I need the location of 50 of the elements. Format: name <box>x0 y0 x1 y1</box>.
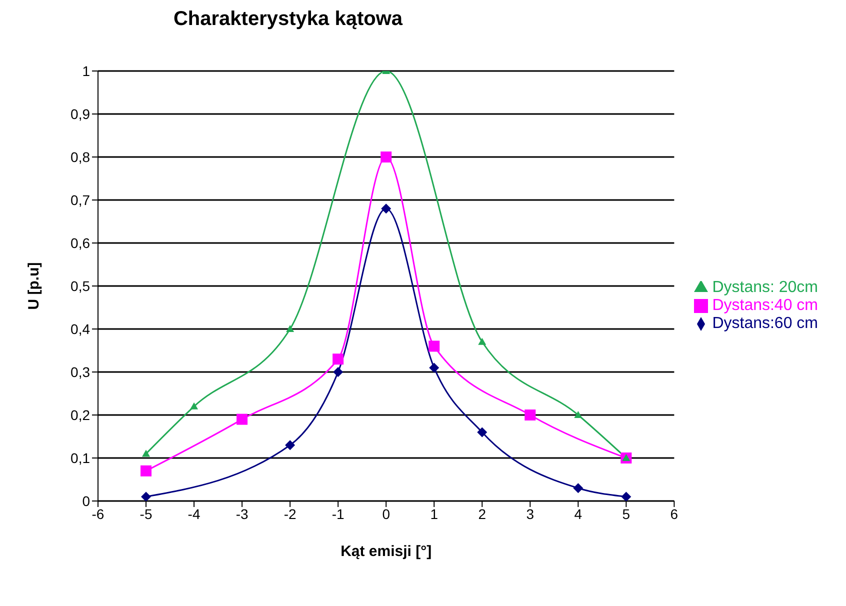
point <box>380 152 392 162</box>
point <box>621 492 632 501</box>
y-tick-label: 0,5 <box>70 278 90 294</box>
y-tick-label: 0 <box>82 492 90 509</box>
point <box>429 362 440 373</box>
legend-label: Dystans:40 cm <box>712 297 818 314</box>
y-tick-label: 0,3 <box>70 364 90 380</box>
point <box>332 354 344 365</box>
y-tick-label: 1 <box>82 62 90 79</box>
x-tick-label: -4 <box>188 506 200 522</box>
point <box>285 440 296 450</box>
y-tick-label: 0,2 <box>70 406 90 423</box>
y-tick-label: 0,7 <box>70 192 90 208</box>
legend-label: Dystans: 20cm <box>712 279 818 296</box>
x-tick-label: 5 <box>622 506 630 522</box>
x-tick-label: -6 <box>92 506 104 522</box>
point <box>478 338 486 345</box>
point <box>286 325 294 332</box>
x-tick-label: 2 <box>478 506 486 522</box>
x-tick-label: -2 <box>284 506 296 522</box>
y-tick-label: 0,4 <box>70 320 90 337</box>
point <box>573 483 584 494</box>
x-tick-label: -3 <box>236 506 248 522</box>
x-tick-label: 6 <box>670 506 678 522</box>
x-tick-label: 4 <box>574 506 582 522</box>
point <box>622 454 630 461</box>
y-tick-label: 0,8 <box>70 148 90 165</box>
point <box>141 492 152 501</box>
point <box>381 204 392 214</box>
point <box>477 427 488 438</box>
x-tick-label: -1 <box>332 506 345 522</box>
point <box>142 450 150 457</box>
y-tick-label: 0,1 <box>70 450 90 466</box>
x-tick-label: 1 <box>430 506 438 522</box>
legend-label: Dystans:60 cm <box>712 315 818 332</box>
point <box>428 340 440 352</box>
point <box>333 367 344 377</box>
point <box>236 414 248 425</box>
y-tick-label: 0,9 <box>70 106 90 122</box>
point <box>574 411 582 418</box>
x-tick-label: 0 <box>382 506 390 522</box>
point <box>524 410 536 420</box>
y-axis-title: U [p.u] <box>25 262 42 310</box>
x-tick-label: -5 <box>140 506 152 522</box>
y-tick-label: 0,6 <box>70 234 90 251</box>
point <box>140 465 152 476</box>
chart-title: Charakterystyka kątowa <box>172 8 404 31</box>
x-axis-title: Kąt emisji [°] <box>340 543 432 560</box>
point <box>190 402 198 410</box>
x-tick-label: 3 <box>526 506 534 522</box>
